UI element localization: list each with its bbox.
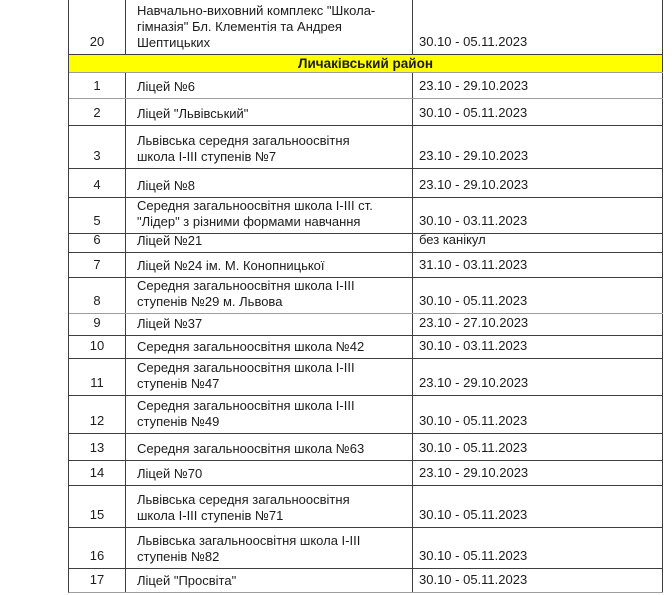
vacation-dates: 30.10 - 05.11.2023 [413, 528, 663, 568]
school-name: Середня загальноосвітня школа №42 [126, 336, 413, 358]
row-number: 16 [69, 528, 126, 568]
vacation-dates: 31.10 - 03.11.2023 [413, 253, 663, 277]
row-number: 2 [69, 99, 126, 125]
vacation-dates: 23.10 - 29.10.2023 [413, 126, 663, 168]
table-row: 1 Ліцей №6 23.10 - 29.10.2023 [69, 72, 663, 98]
table-row: 2 Ліцей "Львівський" 30.10 - 05.11.2023 [69, 98, 663, 125]
row-number: 9 [69, 314, 126, 335]
school-name: Ліцей №24 ім. М. Конопницької [126, 253, 413, 277]
vacation-dates: 30.10 - 05.11.2023 [413, 569, 663, 592]
school-name: Середня загальноосвітня школа І-ІІІ ступ… [126, 359, 413, 395]
row-number: 11 [69, 359, 126, 395]
vacation-dates: без канікул [413, 234, 663, 252]
vacation-dates: 23.10 - 29.10.2023 [413, 461, 663, 485]
table-row: 17 Ліцей "Просвіта" 30.10 - 05.11.2023 [69, 568, 663, 592]
table-row: 8 Середня загальноосвітня школа І-ІІІ ст… [69, 277, 663, 313]
row-number: 3 [69, 126, 126, 168]
vacation-dates: 23.10 - 29.10.2023 [413, 73, 663, 98]
table-row: 13 Середня загальноосвітня школа №63 30.… [69, 433, 663, 460]
table-row: 7 Ліцей №24 ім. М. Конопницької 31.10 - … [69, 252, 663, 277]
row-number: 13 [69, 434, 126, 460]
district-section-header: Личаківський район [69, 54, 663, 72]
table-row: 14 Ліцей №70 23.10 - 29.10.2023 [69, 460, 663, 485]
table-row: 4 Ліцей №8 23.10 - 29.10.2023 [69, 168, 663, 197]
table-row: 15 Львівська середня загальноосвітня шко… [69, 485, 663, 527]
school-name: Львівська середня загальноосвітня школа … [126, 486, 413, 527]
table-row: 11 Середня загальноосвітня школа І-ІІІ с… [69, 358, 663, 395]
vacation-dates: 30.10 - 05.11.2023 [413, 0, 663, 54]
table-row: 20 Навчально-виховний комплекс "Школа-гі… [69, 0, 663, 54]
school-name: Ліцей №8 [126, 169, 413, 197]
school-name: Навчально-виховний комплекс "Школа-гімна… [126, 0, 413, 54]
school-name: Середня загальноосвітня школа І-ІІІ ступ… [126, 396, 413, 433]
school-name: Львівська середня загальноосвітня школа … [126, 126, 413, 168]
row-number: 1 [69, 73, 126, 98]
row-number: 17 [69, 569, 126, 592]
school-name: Середня загальноосвітня школа І-ІІІ ст. … [126, 198, 413, 233]
school-name: Середня загальноосвітня школа №63 [126, 434, 413, 460]
vacation-dates: 23.10 - 27.10.2023 [413, 314, 663, 335]
vacation-dates: 30.10 - 05.11.2023 [413, 99, 663, 125]
table-row: 10 Середня загальноосвітня школа №42 30.… [69, 335, 663, 358]
table-row: 3 Львівська середня загальноосвітня школ… [69, 125, 663, 168]
row-number: 8 [69, 278, 126, 313]
vacation-dates: 30.10 - 05.11.2023 [413, 396, 663, 433]
table-row: 5 Середня загальноосвітня школа І-ІІІ ст… [69, 197, 663, 233]
table-row: 12 Середня загальноосвітня школа І-ІІІ с… [69, 395, 663, 433]
school-name: Ліцей №21 [126, 234, 413, 252]
school-name: Ліцей №70 [126, 461, 413, 485]
vacation-dates: 30.10 - 05.11.2023 [413, 434, 663, 460]
row-number: 12 [69, 396, 126, 433]
row-number: 5 [69, 198, 126, 233]
table-row: 6 Ліцей №21 без канікул [69, 233, 663, 252]
school-name: Середня загальноосвітня школа І-ІІІ ступ… [126, 278, 413, 313]
vacation-dates: 23.10 - 29.10.2023 [413, 169, 663, 197]
school-name: Ліцей "Просвіта" [126, 569, 413, 592]
vacation-dates: 30.10 - 05.11.2023 [413, 278, 663, 313]
row-number: 15 [69, 486, 126, 527]
row-number: 10 [69, 336, 126, 358]
row-number: 14 [69, 461, 126, 485]
row-number: 4 [69, 169, 126, 197]
school-name: Ліцей "Львівський" [126, 99, 413, 125]
school-name: Ліцей №37 [126, 314, 413, 335]
school-name: Львівська загальноосвітня школа І-ІІІ ст… [126, 528, 413, 568]
row-number: 6 [69, 234, 126, 252]
table-row: 9 Ліцей №37 23.10 - 27.10.2023 [69, 313, 663, 335]
vacation-dates: 23.10 - 29.10.2023 [413, 359, 663, 395]
school-holidays-table: 20 Навчально-виховний комплекс "Школа-гі… [68, 0, 663, 593]
school-name: Ліцей №6 [126, 73, 413, 98]
vacation-dates: 30.10 - 05.11.2023 [413, 486, 663, 527]
vacation-dates: 30.10 - 03.11.2023 [413, 336, 663, 358]
vacation-dates: 30.10 - 03.11.2023 [413, 198, 663, 233]
row-number: 7 [69, 253, 126, 277]
row-number: 20 [69, 0, 126, 54]
table-row: 16 Львівська загальноосвітня школа І-ІІІ… [69, 527, 663, 568]
